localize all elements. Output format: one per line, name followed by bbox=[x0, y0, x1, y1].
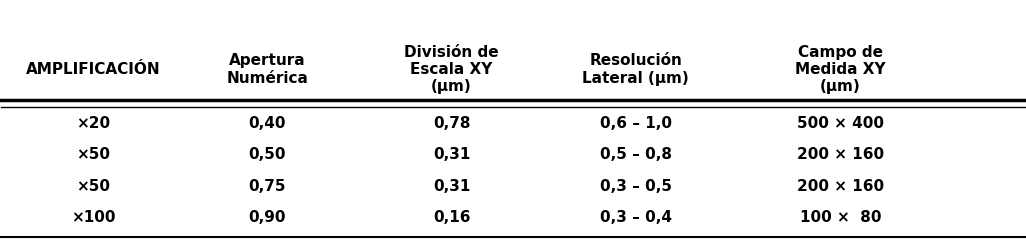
Text: 0,78: 0,78 bbox=[433, 116, 470, 130]
Text: ×50: ×50 bbox=[77, 179, 111, 194]
Text: 0,75: 0,75 bbox=[248, 179, 286, 194]
Text: 100 ×  80: 100 × 80 bbox=[799, 210, 881, 225]
Text: División de
Escala XY
(μm): División de Escala XY (μm) bbox=[404, 45, 499, 94]
Text: 0,3 – 0,4: 0,3 – 0,4 bbox=[600, 210, 672, 225]
Text: ×100: ×100 bbox=[71, 210, 116, 225]
Text: Resolución
Lateral (μm): Resolución Lateral (μm) bbox=[583, 53, 689, 86]
Text: 0,16: 0,16 bbox=[433, 210, 470, 225]
Text: ×20: ×20 bbox=[76, 116, 111, 130]
Text: 0,5 – 0,8: 0,5 – 0,8 bbox=[600, 147, 672, 162]
Text: 500 × 400: 500 × 400 bbox=[797, 116, 884, 130]
Text: AMPLIFICACIÓN: AMPLIFICACIÓN bbox=[27, 62, 161, 77]
Text: 0,90: 0,90 bbox=[248, 210, 286, 225]
Text: 200 × 160: 200 × 160 bbox=[797, 179, 884, 194]
Text: 200 × 160: 200 × 160 bbox=[797, 147, 884, 162]
Text: ×50: ×50 bbox=[77, 147, 111, 162]
Text: 0,40: 0,40 bbox=[248, 116, 286, 130]
Text: 0,3 – 0,5: 0,3 – 0,5 bbox=[600, 179, 672, 194]
Text: 0,50: 0,50 bbox=[248, 147, 286, 162]
Text: 0,6 – 1,0: 0,6 – 1,0 bbox=[600, 116, 672, 130]
Text: 0,31: 0,31 bbox=[433, 179, 470, 194]
Text: Campo de
Medida XY
(μm): Campo de Medida XY (μm) bbox=[795, 45, 885, 94]
Text: 0,31: 0,31 bbox=[433, 147, 470, 162]
Text: Apertura
Numérica: Apertura Numérica bbox=[227, 53, 309, 86]
